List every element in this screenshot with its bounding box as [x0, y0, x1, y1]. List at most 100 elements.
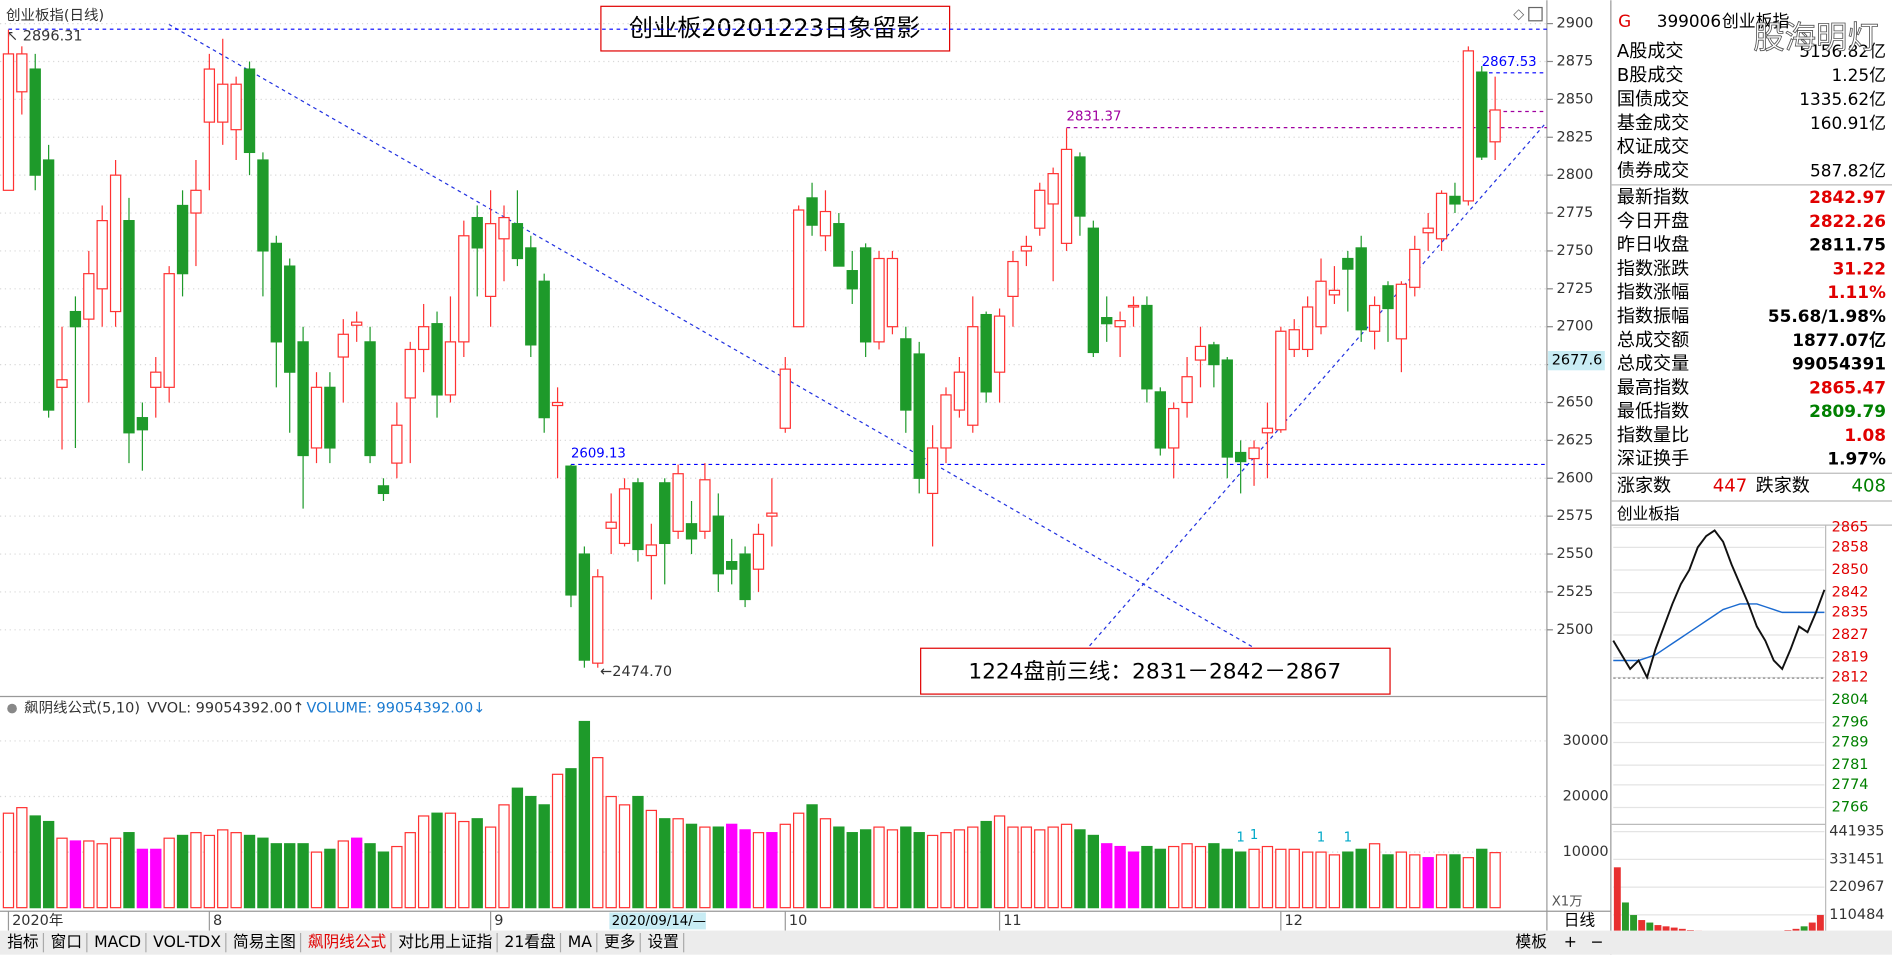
volume-bar	[203, 834, 216, 909]
icon[interactable]: ◇	[1513, 7, 1525, 23]
volume-bar	[109, 837, 122, 909]
y-tick-label: 2650	[1557, 394, 1594, 410]
quote-panel: G 399006 创业板指 创业板指 涨家数 447 跌家数 408 A股成交 5…	[1610, 0, 1892, 955]
candle-body	[980, 313, 992, 393]
toolbar-bg	[0, 930, 1892, 955]
candle-body	[1114, 320, 1126, 328]
row-label: 国债成交	[1617, 89, 1689, 110]
candle-body	[1315, 280, 1327, 328]
volume-bar	[1382, 854, 1394, 909]
y-tick-label: 2775	[1557, 205, 1594, 221]
volume-bar	[900, 826, 912, 909]
candle-body	[1435, 192, 1448, 240]
candle-body	[1395, 283, 1408, 340]
level-label: ←2474.70	[600, 664, 672, 680]
candle-body	[1342, 257, 1354, 270]
volume-bar	[953, 829, 966, 909]
volume-bar	[1127, 851, 1140, 909]
tab[interactable]: MACD	[94, 932, 141, 951]
volume-bar	[886, 829, 899, 909]
candle-body	[699, 479, 711, 532]
period[interactable]: 日线	[1564, 910, 1596, 929]
y-tick-label: 331451	[1829, 851, 1884, 867]
volume-bar	[726, 823, 738, 909]
volume-bar	[525, 795, 537, 909]
candle-body	[993, 315, 1006, 373]
volume-bar	[980, 820, 992, 909]
tab[interactable]: 21看盘	[504, 932, 555, 951]
tab[interactable]: 飙阴线公式	[308, 932, 387, 951]
candle-body	[873, 257, 885, 343]
candle-body	[739, 553, 751, 601]
volume-bar	[1060, 823, 1073, 909]
volume-bar	[1328, 854, 1341, 909]
volume-bar	[833, 826, 845, 909]
volume-bar	[377, 851, 390, 909]
candle-body	[1181, 376, 1193, 404]
volume-bar	[699, 826, 711, 909]
candle-body	[136, 417, 149, 431]
flag: G	[1618, 11, 1631, 31]
row-value: 5156.82亿	[1799, 41, 1886, 61]
value: 408	[1851, 476, 1886, 497]
tab[interactable]: 指标	[7, 932, 38, 951]
candle-body	[1154, 391, 1166, 449]
level-label: 2609.13	[571, 447, 626, 462]
plus[interactable]: +	[1564, 932, 1577, 951]
volume-bar	[645, 809, 658, 909]
tab[interactable]: MA	[568, 932, 593, 951]
volume-bar	[779, 823, 791, 909]
tab[interactable]: 简易主图	[233, 932, 296, 951]
y-tick-label: 2500	[1557, 622, 1594, 638]
tab[interactable]: 对比用上证指	[398, 932, 492, 951]
row-value: 2809.79	[1809, 401, 1886, 421]
volume-bar	[1181, 843, 1193, 909]
icon[interactable]	[1528, 6, 1543, 22]
icon[interactable]	[7, 703, 17, 714]
candle-body	[712, 515, 724, 575]
minus[interactable]: −	[1590, 932, 1603, 951]
volume-bar	[364, 843, 376, 909]
volume-bar	[471, 818, 483, 909]
candle-body	[364, 341, 376, 457]
volume-bar	[551, 773, 564, 909]
volume-bar	[1315, 851, 1327, 909]
candle-body	[42, 159, 55, 411]
candle-body	[431, 323, 443, 396]
volume-bar	[752, 832, 765, 909]
volume-bar	[176, 834, 189, 909]
x-tick-label: 9	[494, 913, 503, 929]
volume-bar	[873, 826, 885, 909]
volume-bar	[967, 826, 979, 909]
y-tick-label: 2725	[1557, 281, 1594, 297]
volume-bar	[257, 837, 269, 909]
volume-bar	[993, 815, 1006, 909]
mini-volume-bar	[1613, 867, 1621, 943]
volume-bar	[1221, 848, 1233, 909]
volume-bar	[431, 812, 443, 909]
row-value: 160.91亿	[1810, 113, 1886, 133]
volume-bar	[538, 804, 550, 909]
chart-title: 创业板20201223日象留影	[629, 14, 921, 42]
volume-bar	[1007, 826, 1019, 909]
candle-body	[391, 424, 403, 464]
tab[interactable]: 更多	[604, 932, 635, 951]
template[interactable]: 模板	[1516, 932, 1548, 951]
row-label: 总成交额	[1617, 330, 1689, 351]
watermark: 股海明灯	[1753, 20, 1878, 56]
volume-bar	[685, 823, 698, 909]
candle-body	[1489, 109, 1501, 143]
row-value: 2811.75	[1809, 235, 1886, 255]
volume-bar	[1261, 845, 1274, 909]
tab[interactable]: 窗口	[51, 932, 82, 951]
volume-bar	[806, 804, 818, 909]
mini-title: 创业板指	[1617, 504, 1680, 523]
tab[interactable]: VOL-TDX	[153, 932, 221, 951]
volume-bar	[1301, 851, 1314, 909]
candle-body	[83, 273, 95, 320]
tab[interactable]: 设置	[647, 932, 678, 951]
candle-body	[1261, 427, 1274, 434]
volume-bar	[284, 843, 296, 909]
candle-body	[123, 220, 135, 434]
